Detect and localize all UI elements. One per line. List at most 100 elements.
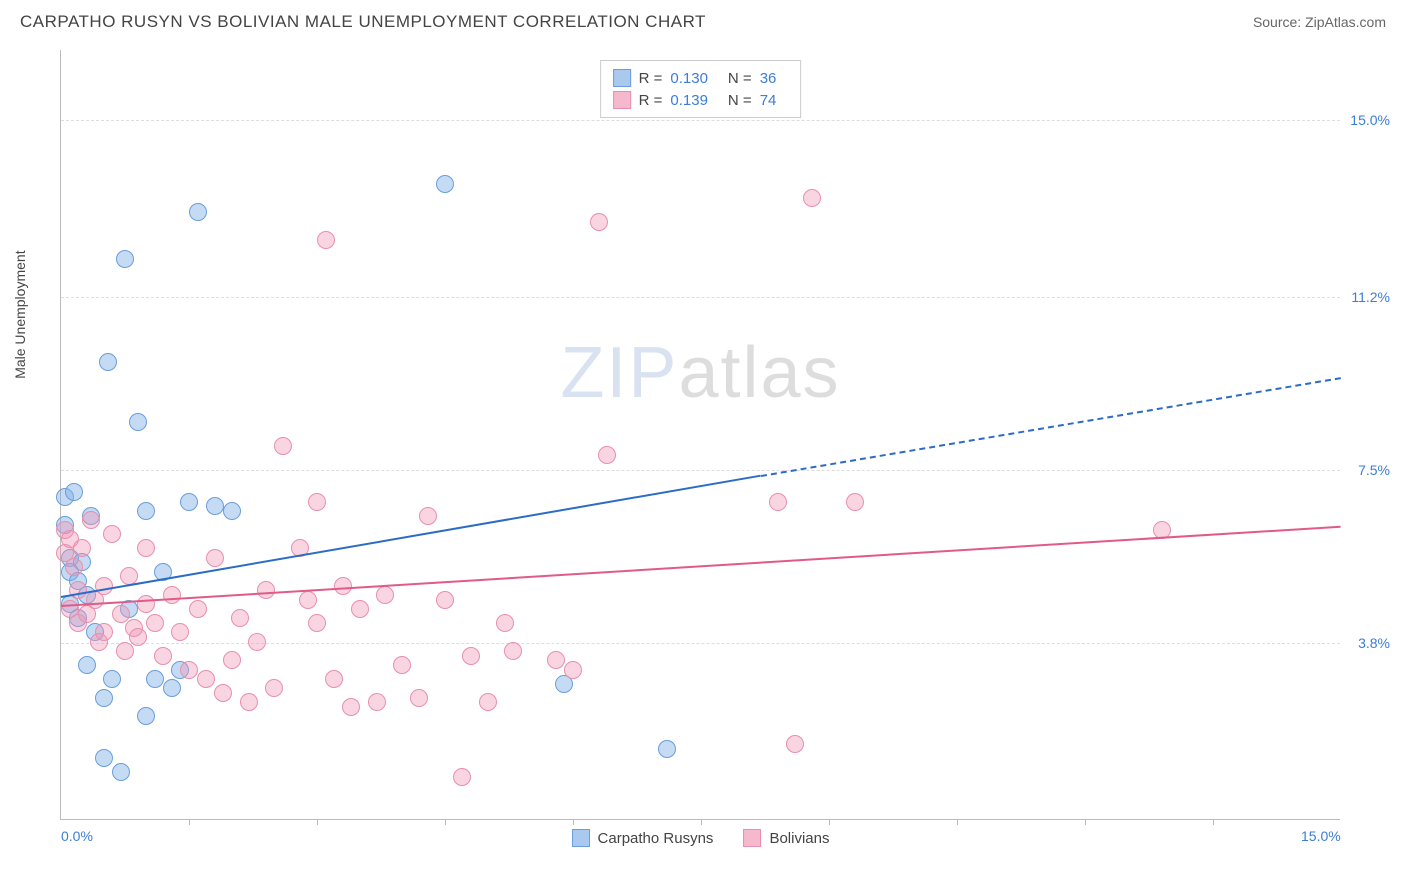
- r-value: 0.130: [670, 70, 708, 87]
- scatter-point: [240, 693, 258, 711]
- scatter-point: [146, 614, 164, 632]
- legend-swatch: [572, 829, 590, 847]
- n-label: N =: [728, 92, 752, 109]
- scatter-point: [368, 693, 386, 711]
- scatter-point: [547, 651, 565, 669]
- scatter-point: [308, 493, 326, 511]
- scatter-point: [103, 525, 121, 543]
- n-label: N =: [728, 70, 752, 87]
- x-tick: [957, 819, 958, 825]
- scatter-point: [99, 353, 117, 371]
- n-value: 36: [760, 70, 777, 87]
- scatter-point: [410, 689, 428, 707]
- scatter-point: [95, 577, 113, 595]
- scatter-point: [317, 231, 335, 249]
- scatter-point: [206, 497, 224, 515]
- scatter-point: [65, 483, 83, 501]
- x-tick-label: 0.0%: [61, 828, 93, 844]
- chart-title: CARPATHO RUSYN VS BOLIVIAN MALE UNEMPLOY…: [20, 12, 706, 32]
- scatter-point: [342, 698, 360, 716]
- scatter-point: [248, 633, 266, 651]
- scatter-point: [73, 539, 91, 557]
- series-legend: Carpatho Rusyns Bolivians: [572, 829, 830, 847]
- scatter-point: [419, 507, 437, 525]
- scatter-point: [95, 623, 113, 641]
- stats-row: R = 0.130 N = 36: [613, 67, 789, 89]
- scatter-point: [146, 670, 164, 688]
- x-tick-label: 15.0%: [1301, 828, 1341, 844]
- x-tick: [1213, 819, 1214, 825]
- scatter-point: [436, 175, 454, 193]
- scatter-point: [129, 628, 147, 646]
- scatter-point: [803, 189, 821, 207]
- correlation-chart: Male Unemployment ZIPatlas R =0.130N =36…: [50, 50, 1380, 820]
- trend-line: [761, 377, 1342, 477]
- trend-line: [61, 475, 761, 598]
- scatter-point: [223, 651, 241, 669]
- plot-area: ZIPatlas R =0.130N =36R =0.139N =74 Carp…: [60, 50, 1340, 820]
- x-tick: [829, 819, 830, 825]
- scatter-point: [393, 656, 411, 674]
- y-tick-label: 7.5%: [1358, 462, 1390, 478]
- scatter-point: [376, 586, 394, 604]
- x-tick: [189, 819, 190, 825]
- trend-line: [61, 526, 1341, 607]
- x-tick: [1085, 819, 1086, 825]
- source-attribution: Source: ZipAtlas.com: [1253, 14, 1386, 30]
- stats-row: R =0.139N =74: [613, 89, 789, 111]
- scatter-point: [265, 679, 283, 697]
- legend-label: Bolivians: [769, 830, 829, 847]
- legend-swatch: [743, 829, 761, 847]
- scatter-point: [846, 493, 864, 511]
- scatter-point: [479, 693, 497, 711]
- scatter-point: [598, 446, 616, 464]
- scatter-point: [112, 763, 130, 781]
- x-tick: [701, 819, 702, 825]
- x-tick: [317, 819, 318, 825]
- scatter-point: [69, 581, 87, 599]
- scatter-point: [658, 740, 676, 758]
- scatter-point: [436, 591, 454, 609]
- scatter-point: [590, 213, 608, 231]
- scatter-point: [206, 549, 224, 567]
- scatter-point: [137, 539, 155, 557]
- scatter-point: [116, 250, 134, 268]
- scatter-point: [197, 670, 215, 688]
- y-tick-label: 3.8%: [1358, 635, 1390, 651]
- y-tick-label: 15.0%: [1350, 112, 1390, 128]
- scatter-point: [137, 502, 155, 520]
- scatter-point: [223, 502, 241, 520]
- legend-swatch: [613, 91, 631, 109]
- gridline: [61, 120, 1340, 121]
- scatter-point: [95, 749, 113, 767]
- y-axis-label: Male Unemployment: [12, 250, 28, 378]
- scatter-point: [137, 595, 155, 613]
- watermark-zip: ZIP: [560, 333, 678, 413]
- scatter-point: [189, 203, 207, 221]
- scatter-point: [496, 614, 514, 632]
- y-tick-label: 11.2%: [1351, 289, 1390, 305]
- scatter-point: [462, 647, 480, 665]
- scatter-point: [163, 679, 181, 697]
- scatter-point: [180, 493, 198, 511]
- scatter-point: [171, 623, 189, 641]
- legend-swatch: [613, 69, 631, 87]
- watermark: ZIPatlas: [560, 332, 840, 414]
- scatter-point: [163, 586, 181, 604]
- scatter-point: [334, 577, 352, 595]
- source-label: Source:: [1253, 14, 1305, 30]
- source-name: ZipAtlas.com: [1305, 14, 1386, 30]
- x-tick: [445, 819, 446, 825]
- scatter-point: [65, 558, 83, 576]
- gridline: [61, 297, 1340, 298]
- scatter-point: [308, 614, 326, 632]
- r-label: R =: [639, 92, 663, 109]
- scatter-point: [103, 670, 121, 688]
- r-label: R =: [639, 70, 663, 87]
- scatter-point: [180, 661, 198, 679]
- scatter-point: [116, 642, 134, 660]
- scatter-point: [78, 656, 96, 674]
- legend-label: Carpatho Rusyns: [598, 830, 714, 847]
- scatter-point: [95, 689, 113, 707]
- scatter-point: [786, 735, 804, 753]
